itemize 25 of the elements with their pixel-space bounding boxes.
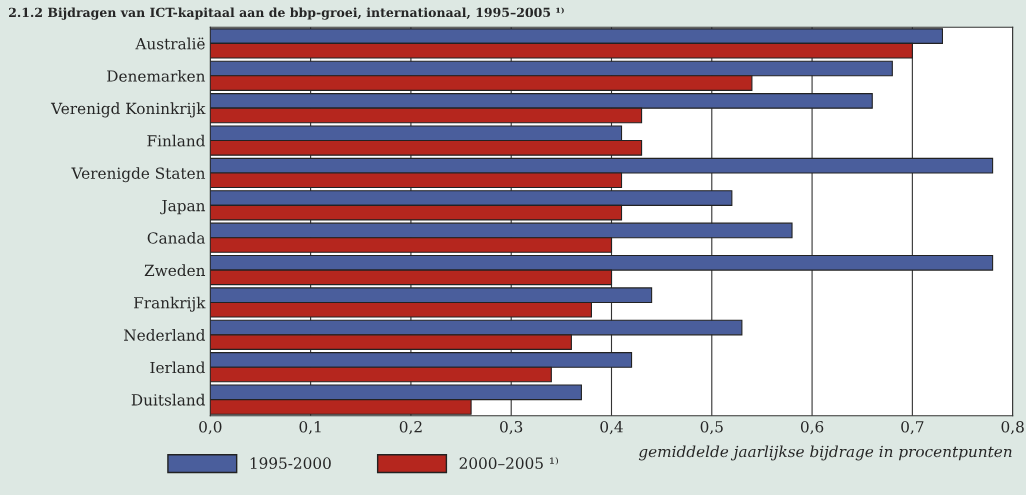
chart-title: 2.1.2 Bijdragen van ICT-kapitaal aan de bbp-groei, internationaal, 1995–2005 ¹⁾: [9, 7, 564, 20]
y-tick-label: Denemarken: [107, 69, 206, 82]
x-tick-label: 0,6: [800, 420, 824, 435]
x-tick-label: 0,2: [399, 420, 422, 435]
y-tick-label: Verenigd Koninkrijk: [50, 102, 206, 118]
y-tick-label: Frankrijk: [134, 296, 206, 312]
x-tick-label: 0,7: [901, 420, 924, 435]
y-tick-label: Verenigde Staten: [71, 167, 206, 183]
y-tick-label: Zweden: [144, 264, 206, 277]
y-tick-label: Canada: [147, 231, 206, 244]
x-tick-label: 0,5: [700, 420, 723, 435]
x-axis-title: gemiddelde jaarlijkse bijdrage in procentpunten: [638, 445, 1012, 461]
y-tick-label: Duitsland: [131, 393, 206, 406]
x-tick-label: 0,3: [500, 420, 523, 435]
legend-label: 1995-2000: [250, 457, 331, 469]
y-tick-label: Japan: [160, 199, 206, 215]
x-tick-label: 0,0: [199, 420, 222, 435]
x-tick-label: 0,8: [1001, 420, 1024, 435]
x-tick-label: 0,4: [600, 420, 623, 435]
y-tick-label: Ierland: [150, 361, 206, 374]
legend-label: 2000–2005 ¹⁾: [459, 457, 558, 469]
y-tick-label: Finland: [147, 134, 206, 147]
y-tick-label: Australië: [135, 37, 205, 50]
x-tick-label: 0,1: [299, 420, 321, 435]
y-tick-label: Nederland: [124, 329, 206, 341]
